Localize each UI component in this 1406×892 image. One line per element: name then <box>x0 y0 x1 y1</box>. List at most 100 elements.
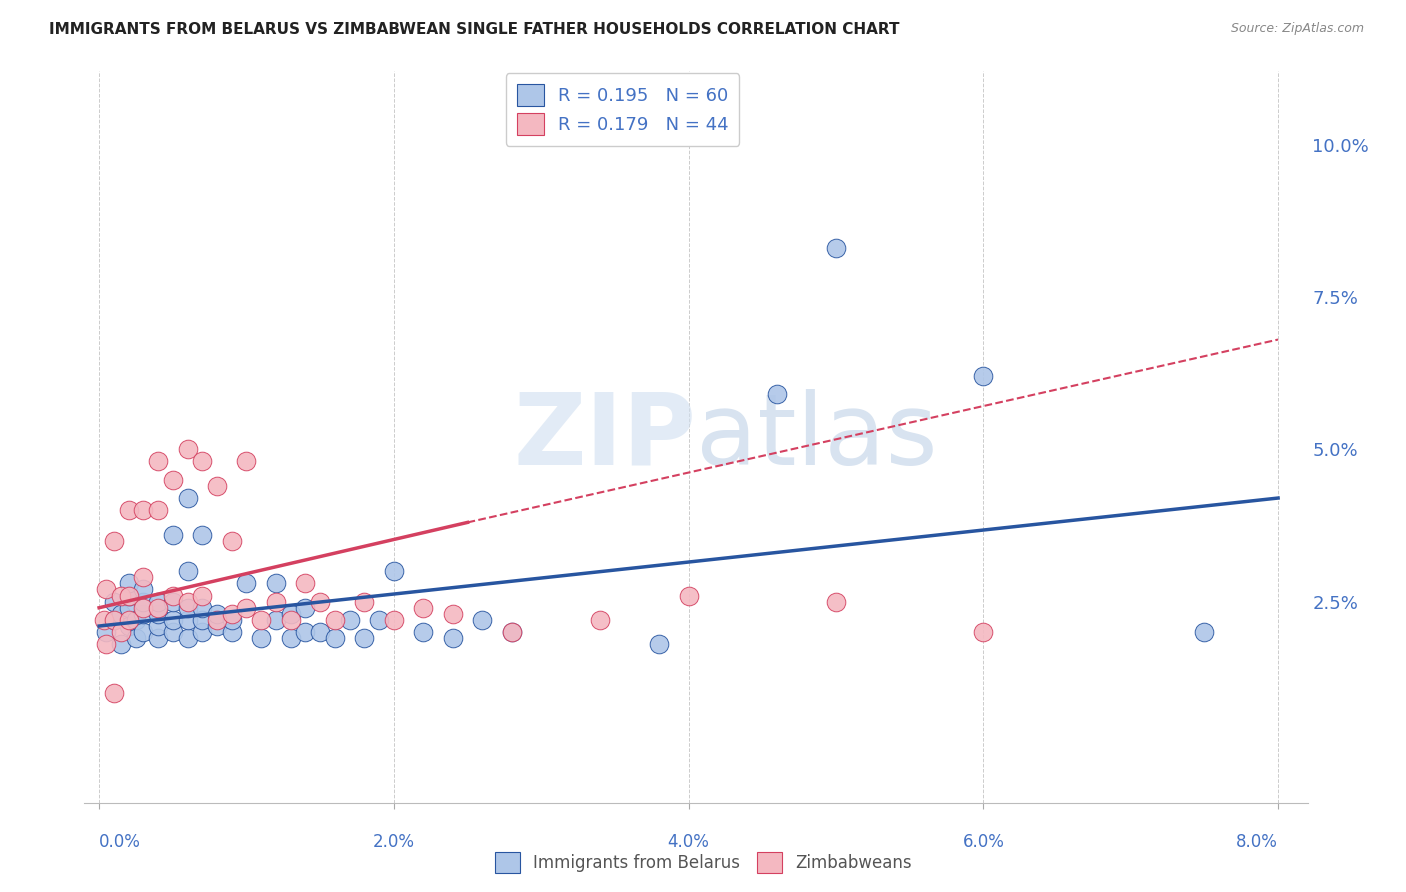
Point <box>125 632 148 646</box>
Point <box>162 473 184 487</box>
Point <box>280 632 302 646</box>
Point <box>471 613 494 627</box>
Text: 0.0%: 0.0% <box>98 833 141 851</box>
Point <box>280 607 302 621</box>
Point <box>176 632 198 646</box>
Point <box>162 625 184 640</box>
Point <box>309 594 332 608</box>
Point <box>264 594 287 608</box>
Point <box>441 607 464 621</box>
Point <box>110 607 132 621</box>
Text: 4.0%: 4.0% <box>668 833 710 851</box>
Point <box>191 600 214 615</box>
Point <box>117 589 139 603</box>
Point <box>117 503 139 517</box>
Point <box>441 632 464 646</box>
Point <box>132 594 155 608</box>
Point <box>250 613 273 627</box>
Point <box>162 594 184 608</box>
Point <box>280 613 302 627</box>
Point <box>132 625 155 640</box>
Point <box>117 576 139 591</box>
Point <box>191 454 214 468</box>
Text: IMMIGRANTS FROM BELARUS VS ZIMBABWEAN SINGLE FATHER HOUSEHOLDS CORRELATION CHART: IMMIGRANTS FROM BELARUS VS ZIMBABWEAN SI… <box>49 22 900 37</box>
Point <box>382 613 405 627</box>
Point <box>972 369 994 384</box>
Point <box>103 686 125 700</box>
Point <box>235 454 257 468</box>
Point <box>972 625 994 640</box>
Point <box>250 632 273 646</box>
Legend: Immigrants from Belarus, Zimbabweans: Immigrants from Belarus, Zimbabweans <box>488 846 918 880</box>
Text: 6.0%: 6.0% <box>963 833 1004 851</box>
Point <box>110 637 132 651</box>
Point <box>191 625 214 640</box>
Point <box>117 613 139 627</box>
Point <box>205 613 228 627</box>
Point <box>205 619 228 633</box>
Text: Source: ZipAtlas.com: Source: ZipAtlas.com <box>1230 22 1364 36</box>
Point <box>96 637 118 651</box>
Point <box>146 503 169 517</box>
Point <box>103 613 125 627</box>
Point <box>96 625 118 640</box>
Point <box>146 619 169 633</box>
Point <box>176 600 198 615</box>
Point <box>264 613 287 627</box>
Point <box>132 582 155 597</box>
Point <box>117 589 139 603</box>
Point <box>132 600 155 615</box>
Point <box>176 594 198 608</box>
Point <box>323 613 346 627</box>
Point <box>176 613 198 627</box>
Point <box>162 527 184 541</box>
Point <box>146 454 169 468</box>
Point <box>294 600 316 615</box>
Point <box>501 625 523 640</box>
Point <box>353 594 375 608</box>
Point <box>176 491 198 505</box>
Point <box>125 613 148 627</box>
Text: ZIP: ZIP <box>513 389 696 485</box>
Point <box>117 619 139 633</box>
Point <box>103 533 125 548</box>
Point <box>382 564 405 578</box>
Point <box>176 442 198 457</box>
Text: atlas: atlas <box>696 389 938 485</box>
Point <box>146 632 169 646</box>
Point <box>412 600 434 615</box>
Point <box>294 576 316 591</box>
Point <box>825 594 848 608</box>
Point <box>103 613 125 627</box>
Point <box>162 589 184 603</box>
Point <box>766 387 789 401</box>
Point <box>132 607 155 621</box>
Point <box>825 241 848 255</box>
Text: 2.0%: 2.0% <box>373 833 415 851</box>
Point <box>235 600 257 615</box>
Point <box>648 637 671 651</box>
Point <box>235 576 257 591</box>
Point <box>162 613 184 627</box>
Point <box>501 625 523 640</box>
Point <box>132 503 155 517</box>
Point <box>146 607 169 621</box>
Point <box>146 600 169 615</box>
Point <box>339 613 361 627</box>
Point <box>191 589 214 603</box>
Point <box>146 594 169 608</box>
Point <box>205 479 228 493</box>
Point <box>132 570 155 584</box>
Point <box>221 533 243 548</box>
Point <box>412 625 434 640</box>
Point <box>368 613 391 627</box>
Legend: R = 0.195   N = 60, R = 0.179   N = 44: R = 0.195 N = 60, R = 0.179 N = 44 <box>506 73 740 146</box>
Point <box>294 625 316 640</box>
Point <box>1194 625 1216 640</box>
Point <box>353 632 375 646</box>
Point <box>93 613 115 627</box>
Point <box>221 613 243 627</box>
Point <box>103 594 125 608</box>
Text: 8.0%: 8.0% <box>1236 833 1278 851</box>
Point <box>117 600 139 615</box>
